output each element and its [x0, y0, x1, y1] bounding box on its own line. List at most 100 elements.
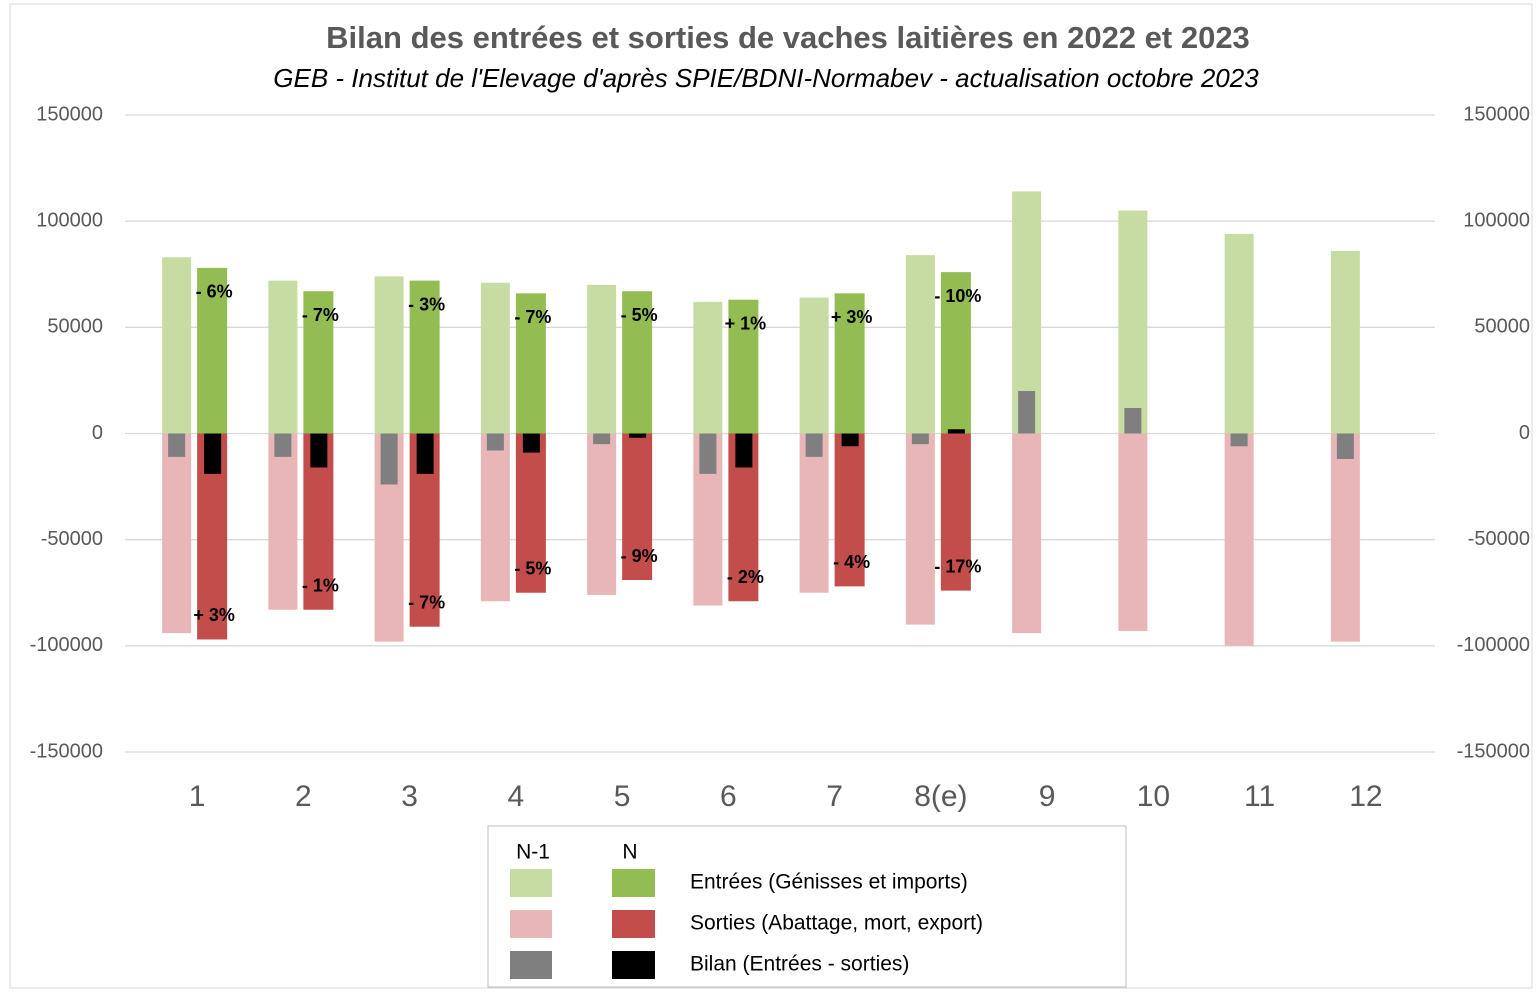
bar — [622, 433, 653, 581]
legend-swatch — [612, 910, 655, 938]
change-label: - 4% — [833, 552, 870, 572]
y-tick-label: -150000 — [30, 740, 103, 762]
y-tick-label: 100000 — [36, 209, 103, 231]
bar — [799, 433, 829, 593]
bar — [587, 284, 617, 434]
bar — [1018, 391, 1036, 434]
bar — [629, 433, 647, 438]
change-label: - 5% — [621, 305, 658, 325]
legend-swatch — [510, 869, 552, 897]
y-tick-label: -50000 — [41, 528, 103, 550]
legend-swatch — [510, 951, 552, 979]
bar — [622, 291, 653, 434]
bar — [1224, 233, 1254, 434]
bar — [1224, 433, 1254, 646]
bar — [947, 429, 965, 434]
y2-tick-label: 100000 — [1463, 209, 1530, 231]
bar — [1124, 408, 1142, 434]
bar — [168, 433, 186, 457]
bar — [204, 433, 222, 474]
change-label: - 3% — [408, 294, 445, 314]
legend-swatch — [510, 910, 552, 938]
change-label: - 7% — [408, 592, 445, 612]
bar — [1330, 250, 1360, 434]
bar — [480, 433, 510, 602]
x-tick-label: 7 — [826, 780, 843, 813]
change-label: + 1% — [725, 313, 767, 333]
y2-tick-label: -100000 — [1457, 634, 1530, 656]
bar — [303, 291, 334, 434]
bar — [699, 433, 717, 474]
bar — [162, 433, 192, 634]
y2-tick-label: 50000 — [1474, 316, 1530, 338]
y2-tick-label: -50000 — [1468, 528, 1530, 550]
bar — [416, 433, 434, 474]
change-label: - 6% — [196, 282, 233, 302]
legend-header: N — [622, 841, 637, 864]
bar — [374, 276, 404, 434]
bar — [268, 280, 298, 434]
y2-tick-label: 150000 — [1463, 103, 1530, 125]
bar — [799, 297, 829, 434]
x-tick-label: 3 — [401, 780, 418, 813]
x-tick-label: 6 — [720, 780, 737, 813]
bar — [911, 433, 929, 445]
chart-subtitle: GEB - Institut de l'Elevage d'après SPIE… — [273, 63, 1259, 93]
change-label: - 2% — [727, 567, 764, 587]
bar — [593, 433, 611, 445]
bar — [940, 272, 971, 434]
bar — [515, 293, 546, 434]
bar — [728, 299, 759, 434]
bar — [380, 433, 398, 485]
legend-label: Bilan (Entrées - sorties) — [690, 953, 909, 976]
bar — [1012, 433, 1042, 634]
chart-title: Bilan des entrées et sorties de vaches l… — [326, 20, 1250, 55]
bar — [1230, 433, 1248, 447]
bar — [310, 433, 328, 468]
x-tick-label: 9 — [1039, 780, 1056, 813]
legend-box — [487, 825, 1127, 988]
change-label: - 5% — [514, 559, 551, 579]
bar — [834, 293, 865, 434]
y2-tick-label: -150000 — [1457, 740, 1530, 762]
bar — [480, 282, 510, 434]
x-tick-label: 1 — [189, 780, 206, 813]
x-tick-label: 4 — [508, 780, 525, 813]
bar — [1118, 433, 1148, 631]
change-label: - 9% — [621, 546, 658, 566]
bar — [515, 433, 546, 593]
bar — [268, 433, 298, 610]
x-tick-label: 2 — [295, 780, 312, 813]
bar — [834, 433, 865, 587]
bar — [274, 433, 292, 457]
bar — [162, 257, 192, 434]
bar — [587, 433, 617, 595]
bar — [841, 433, 859, 447]
bar — [805, 433, 823, 457]
bar — [1336, 433, 1354, 459]
legend-swatch — [612, 869, 655, 897]
y-tick-label: 50000 — [47, 316, 103, 338]
bar — [905, 255, 935, 434]
legend-header: N-1 — [516, 841, 550, 864]
change-label: - 7% — [514, 307, 551, 327]
chart-border — [9, 3, 1533, 989]
change-label: - 7% — [302, 305, 339, 325]
bar — [409, 280, 440, 434]
change-label: - 17% — [934, 556, 981, 576]
change-label: - 10% — [934, 286, 981, 306]
bar — [197, 267, 228, 434]
bar — [1118, 210, 1148, 434]
bar — [735, 433, 753, 468]
legend-label: Sorties (Abattage, mort, export) — [690, 912, 983, 935]
x-tick-label: 10 — [1137, 780, 1170, 813]
y-tick-label: 150000 — [36, 103, 103, 125]
legend-label: Entrées (Génisses et imports) — [690, 871, 968, 894]
x-tick-label: 5 — [614, 780, 631, 813]
y-tick-label: 0 — [92, 422, 103, 444]
bar — [693, 301, 723, 434]
x-tick-label: 8(e) — [914, 780, 967, 813]
bar — [905, 433, 935, 625]
bar — [486, 433, 504, 451]
